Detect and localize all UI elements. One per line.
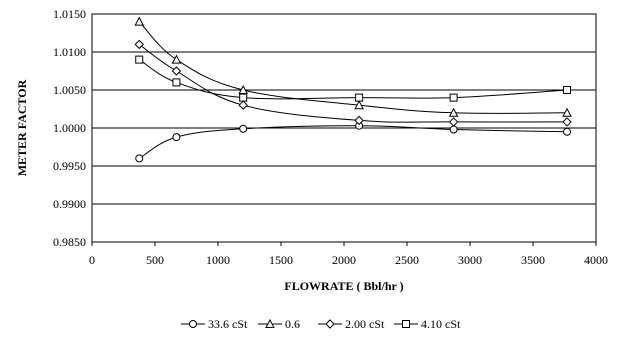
legend-label-1: 0.6 — [285, 317, 300, 331]
x-tick-label-6: 3000 — [458, 253, 482, 267]
series-line-2 — [138, 43, 568, 123]
series-3-point-0 — [135, 55, 144, 64]
y-axis-title: METER FACTOR — [15, 79, 29, 176]
legend-item-2: 2.00 cSt — [318, 317, 385, 331]
series-2-point-5 — [562, 117, 572, 127]
series-2 — [134, 39, 572, 127]
series-0-point-1 — [172, 133, 181, 142]
legend-swatch-marker-3 — [402, 320, 410, 328]
y-tick-label-0: 0.9850 — [53, 235, 86, 249]
x-tick-label-7: 3500 — [521, 253, 545, 267]
y-tick-label-1: 0.9900 — [53, 197, 86, 211]
y-tick-label-2: 0.9950 — [53, 159, 86, 173]
series-0-point-4 — [449, 125, 458, 134]
series-3-point-3 — [355, 93, 364, 102]
legend-swatch-marker-1 — [265, 318, 275, 328]
series-1-point-5 — [562, 107, 572, 117]
x-tick-label-0: 0 — [89, 253, 95, 267]
series-3-point-1 — [172, 78, 181, 87]
series-1 — [134, 16, 572, 117]
legend: 33.6 cSt 0.6 2.00 cSt 4.10 cSt — [181, 317, 461, 331]
series-2-point-4 — [448, 117, 459, 127]
series-3-point-2 — [239, 93, 248, 102]
series-0-point-5 — [563, 127, 572, 136]
series-2-point-2 — [238, 100, 248, 110]
series-2-point-3 — [354, 115, 364, 126]
series-1-point-2 — [238, 84, 249, 94]
series-0-point-0 — [135, 154, 144, 163]
legend-swatch-marker-0 — [189, 320, 197, 328]
series-2-point-1 — [171, 66, 182, 76]
series-line-0 — [138, 125, 568, 159]
y-tick-label-6: 1.0150 — [53, 7, 86, 21]
x-tick-label-1: 500 — [146, 253, 164, 267]
series-1-point-3 — [354, 100, 364, 110]
series-1-point-4 — [448, 107, 459, 117]
legend-label-0: 33.6 cSt — [208, 317, 248, 331]
legend-label-3: 4.10 cSt — [421, 317, 461, 331]
y-tick-label-5: 1.0100 — [53, 45, 86, 59]
x-axis-title: FLOWRATE ( Bbl/hr ) — [284, 279, 403, 293]
legend-label-2: 2.00 cSt — [345, 317, 385, 331]
x-tick-label-3: 1500 — [269, 253, 293, 267]
x-tick-label-4: 2000 — [332, 253, 356, 267]
legend-item-3: 4.10 cSt — [394, 317, 461, 331]
x-tick-label-8: 4000 — [584, 253, 608, 267]
legend-item-0: 33.6 cSt — [181, 317, 248, 331]
series-0-point-2 — [239, 124, 248, 133]
x-tick-label-5: 2500 — [395, 253, 419, 267]
series-line-1 — [138, 21, 568, 114]
series-1-point-0 — [134, 16, 145, 26]
y-tick-label-4: 1.0050 — [53, 83, 86, 97]
series-line-3 — [138, 59, 568, 100]
series-0 — [135, 121, 572, 163]
y-tick-labels: 0.9850 0.9900 0.9950 1.0000 1.0050 1.0100 1.01… — [53, 7, 86, 249]
grid-lines — [92, 13, 596, 243]
series-layer — [134, 16, 572, 163]
legend-item-1: 0.6 — [258, 317, 300, 331]
y-tick-label-3: 1.0000 — [53, 121, 86, 135]
legend-swatch-marker-2 — [325, 319, 335, 329]
series-2-point-0 — [134, 39, 144, 50]
x-tick-label-2: 1000 — [206, 253, 230, 267]
series-3-point-5 — [563, 86, 572, 94]
series-3-point-4 — [449, 93, 458, 102]
series-3 — [135, 55, 572, 102]
series-1-point-1 — [171, 54, 182, 64]
x-tick-labels: 0 500 1000 1500 2000 2500 3000 3500 4000 — [89, 242, 608, 267]
